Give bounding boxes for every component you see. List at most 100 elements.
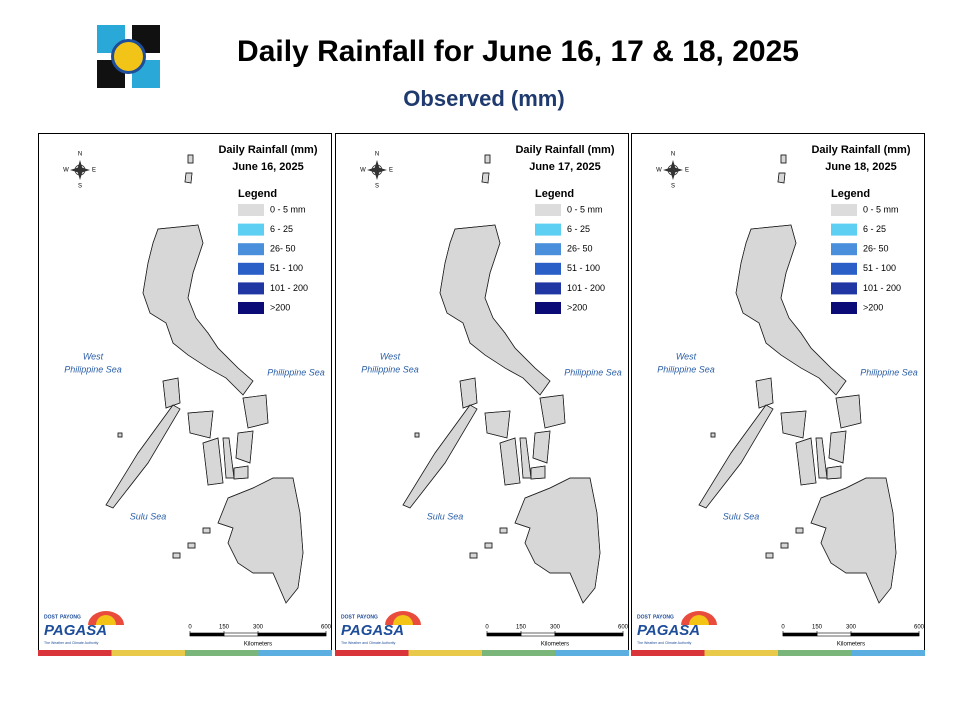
scale-segment [486,632,522,637]
compass-s: S [671,184,675,190]
legend-label: 51 - 100 [863,263,896,273]
compass-rose [367,160,387,180]
sea-label: Philippine Sea [64,364,122,374]
compass-w: W [656,168,662,174]
compass-w: W [360,168,366,174]
logo-tagline: The Weather and Climate Authority [341,641,396,645]
scale-label: 300 [846,625,857,631]
scale-label: 0 [188,625,192,631]
scale-segment [223,632,259,637]
compass-e: E [92,168,96,174]
compass-rose [663,160,683,180]
scale-unit: Kilometers [541,642,569,648]
scale-segment [816,632,852,637]
scale-label: 150 [219,625,230,631]
compass-s: S [78,184,82,190]
legend-label: 51 - 100 [270,263,303,273]
compass-ring [371,164,383,176]
panel-title: Daily Rainfall (mm) [515,144,614,156]
sea-label: West [83,351,104,361]
legend-title: Legend [831,188,870,200]
compass-e: E [389,168,393,174]
panel-strip [851,650,925,656]
logo-program: PAYONG [653,614,674,620]
scale-label: 300 [550,625,561,631]
logo-tagline: The Weather and Climate Authority [637,641,692,645]
sea-label: Sulu Sea [723,511,760,521]
sea-label: West [380,351,401,361]
legend-swatch [831,223,857,236]
legend-label: >200 [863,302,883,312]
legend-label: >200 [567,302,587,312]
compass-n: N [78,152,82,158]
scale-unit: Kilometers [837,642,865,648]
sea-label: Sulu Sea [427,511,464,521]
compass-n: N [671,152,675,158]
panel-date: June 16, 2025 [232,161,304,173]
panel-strip [185,650,259,656]
compass-ring [667,164,679,176]
panel-title: Daily Rainfall (mm) [811,144,910,156]
scale-segment [850,632,920,637]
sea-label: Philippine Sea [860,367,918,377]
legend-label: 6 - 25 [863,224,886,234]
header-logo [97,25,160,88]
panel-strip [704,650,778,656]
legend-swatch [238,204,264,216]
scale-label: 150 [516,625,527,631]
sea-label: West [676,351,697,361]
logo-brand: PAGASA [341,622,404,639]
legend-label: >200 [270,302,290,312]
panels: Daily Rainfall (mm) June 16, 2025 N S E W Lege… [38,133,925,656]
subtitle: Observed (mm) [403,86,564,111]
panel-strip [778,650,852,656]
logo-brand: PAGASA [44,622,107,639]
panel-strip [258,650,332,656]
legend-swatch [535,262,561,275]
map-panel: Daily Rainfall (mm) June 17, 2025 N S E W Lege… [335,133,629,656]
panel-date: June 18, 2025 [825,161,897,173]
panel-strip [482,650,556,656]
logo-umbrella-band [96,615,116,625]
logo-agency: DOST [637,614,651,620]
logo-program: PAYONG [60,614,81,620]
legend-label: 51 - 100 [567,263,600,273]
scale-label: 600 [321,625,332,631]
legend-title: Legend [535,188,574,200]
legend-swatch [535,204,561,216]
logo-agency: DOST [44,614,58,620]
sea-label: Philippine Sea [267,367,325,377]
scale-label: 600 [914,625,925,631]
legend-swatch [831,302,857,314]
legend-label: 101 - 200 [270,283,308,293]
logo-brand: PAGASA [637,622,700,639]
legend-label: 101 - 200 [863,283,901,293]
legend-swatch [535,282,561,295]
legend-swatch [831,282,857,295]
compass-w: W [63,168,69,174]
scale-unit: Kilometers [244,642,272,648]
logo-umbrella-band [689,615,709,625]
legend-label: 26- 50 [567,244,593,254]
title: Daily Rainfall for June 16, 17 & 18, 202… [237,35,799,68]
legend-swatch [238,243,264,256]
legend-label: 6 - 25 [567,224,590,234]
scale-label: 600 [618,625,629,631]
legend-swatch [535,223,561,236]
legend-swatch [535,302,561,314]
legend-label: 26- 50 [863,244,889,254]
logo-tagline: The Weather and Climate Authority [44,641,99,645]
scale-segment [189,632,225,637]
legend-swatch [831,262,857,275]
legend-swatch [238,262,264,275]
legend-swatch [238,223,264,236]
sea-label: Sulu Sea [130,511,167,521]
compass-n: N [375,152,379,158]
legend-label: 0 - 5 mm [270,204,306,214]
panel-strip [555,650,629,656]
legend-swatch [238,302,264,314]
legend-swatch [831,204,857,216]
panel-strip [631,650,705,656]
